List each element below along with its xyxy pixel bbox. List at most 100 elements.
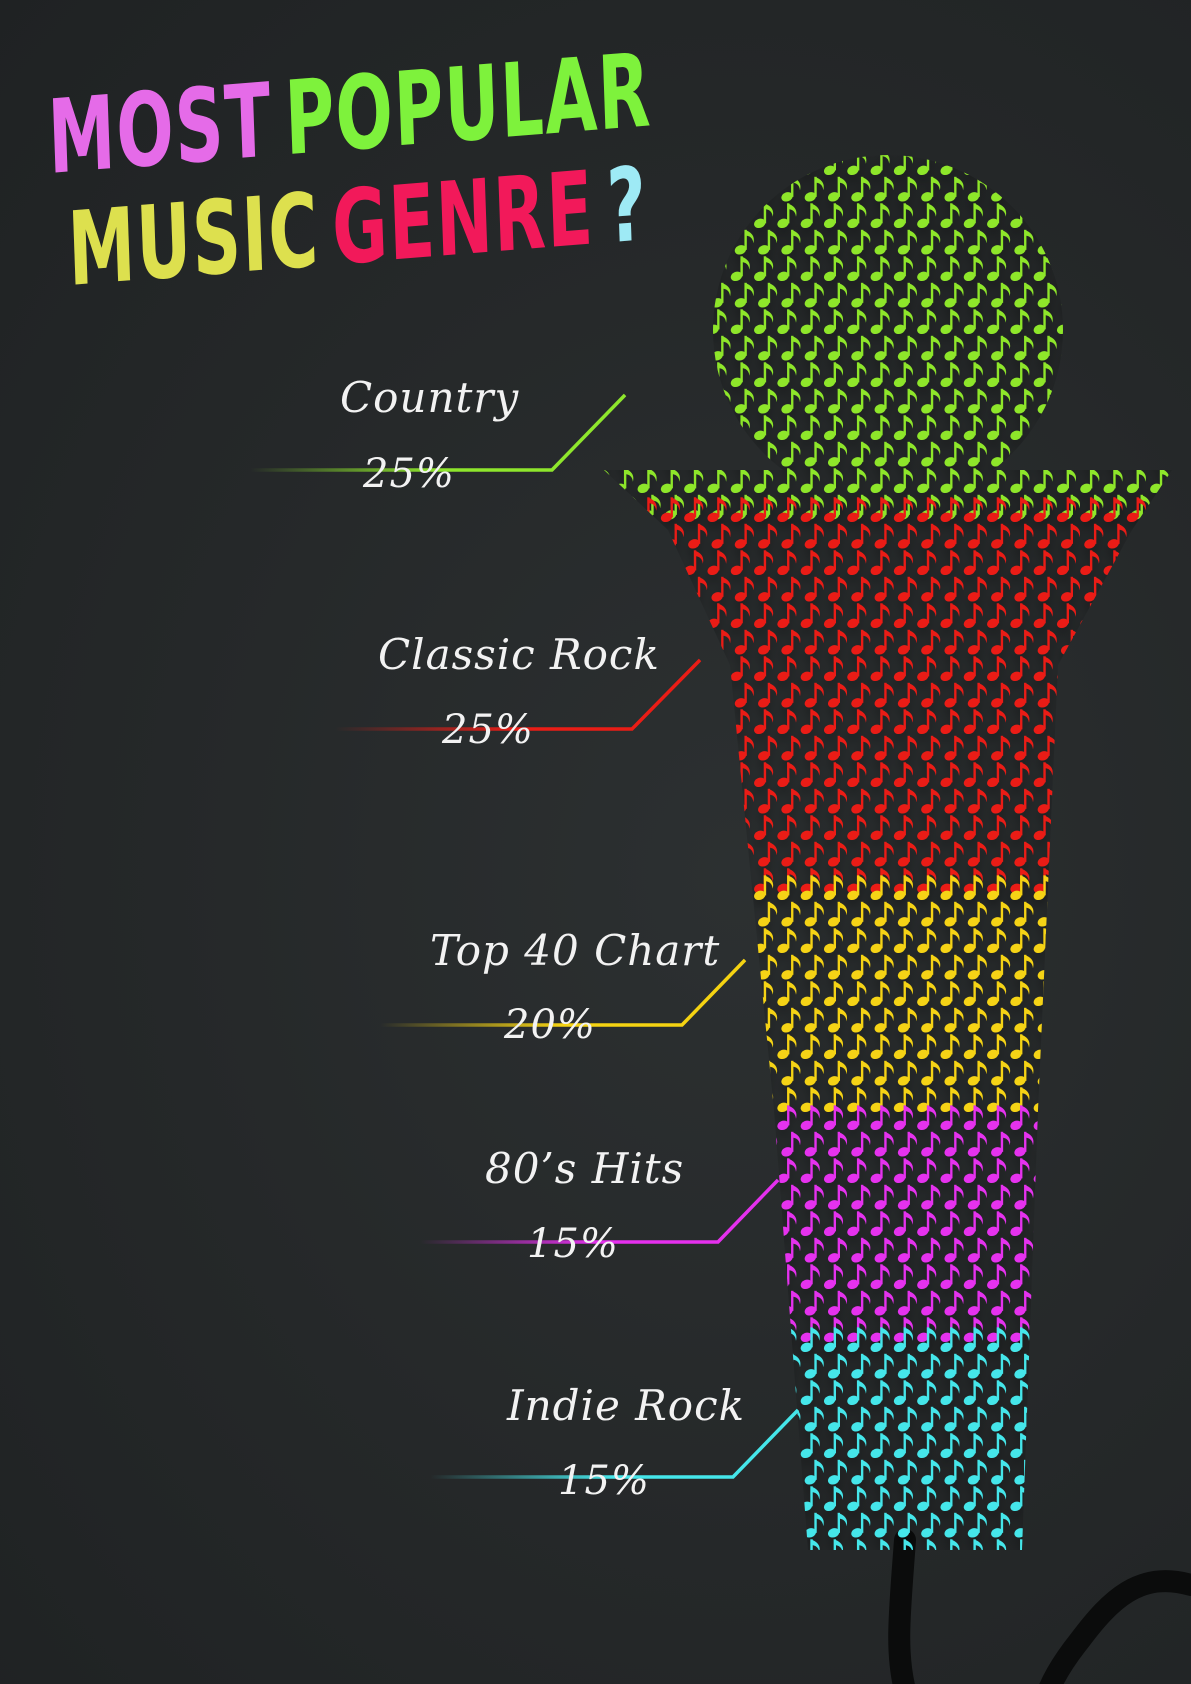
music-note-icon	[663, 576, 684, 604]
music-note-icon	[604, 282, 615, 310]
music-note-icon	[617, 1512, 638, 1540]
music-note-icon	[640, 441, 661, 469]
music-note-icon	[659, 868, 680, 895]
music-note-icon	[776, 603, 797, 630]
music-note-icon	[1102, 875, 1123, 902]
music-note-icon	[1153, 1290, 1172, 1318]
music-note-icon	[1060, 1353, 1081, 1381]
music-note-icon	[733, 335, 754, 363]
music-note-icon	[916, 762, 937, 789]
music-note-icon	[869, 203, 890, 230]
music-note-icon	[1125, 468, 1146, 495]
music-note-icon	[896, 229, 917, 257]
music-note-icon	[990, 788, 1011, 816]
music-note-icon	[1060, 388, 1081, 416]
music-note-icon	[1032, 981, 1053, 1008]
music-note-icon	[1013, 1512, 1034, 1540]
music-note-icon	[827, 1353, 848, 1381]
music-note-icon	[1172, 550, 1191, 576]
music-note-icon	[1083, 282, 1104, 310]
music-note-icon	[873, 1290, 894, 1318]
music-note-icon	[640, 388, 661, 416]
music-note-icon	[986, 1317, 1007, 1344]
music-note-icon	[659, 550, 680, 577]
music-note-icon	[733, 1007, 754, 1035]
music-note-icon	[613, 1105, 634, 1132]
music-note-icon	[753, 1105, 774, 1132]
music-note-icon	[706, 709, 727, 736]
music-note-icon	[1125, 550, 1146, 577]
music-note-icon	[873, 229, 894, 257]
leader-tick-80-s-hits	[717, 1179, 779, 1243]
music-note-icon	[986, 550, 1007, 577]
music-note-icon	[1153, 1184, 1172, 1212]
music-note-icon	[604, 155, 611, 177]
music-note-icon	[753, 415, 774, 442]
music-note-icon	[1083, 901, 1104, 929]
label-classic-rock: Classic Rock	[378, 630, 660, 679]
music-note-icon	[710, 788, 731, 816]
music-note-icon	[753, 309, 774, 336]
music-note-icon	[939, 709, 960, 736]
music-note-icon	[1149, 1158, 1170, 1185]
music-note-icon	[733, 629, 754, 657]
music-note-icon	[604, 335, 615, 363]
music-note-icon	[1149, 1264, 1170, 1291]
music-note-icon	[966, 788, 987, 816]
music-note-icon	[1079, 1264, 1100, 1291]
music-note-icon	[613, 1087, 634, 1114]
music-note-icon	[869, 1158, 890, 1185]
music-note-icon	[1149, 415, 1170, 442]
music-note-icon	[1102, 550, 1123, 577]
music-note-icon	[966, 441, 987, 469]
music-note-icon	[1013, 1353, 1034, 1381]
music-note-icon	[1060, 523, 1081, 551]
music-note-icon	[990, 1184, 1011, 1212]
music-note-icon	[613, 1433, 634, 1460]
music-note-icon	[920, 176, 941, 204]
music-note-icon	[1009, 362, 1030, 389]
music-note-icon	[827, 335, 848, 363]
music-note-icon	[617, 1290, 638, 1318]
music-note-icon	[896, 1406, 917, 1434]
music-note-icon	[1056, 709, 1077, 736]
music-note-icon	[776, 1264, 797, 1291]
music-note-icon	[1106, 229, 1127, 257]
music-note-icon	[1129, 1237, 1150, 1265]
music-note-icon	[1009, 256, 1030, 283]
music-note-icon	[939, 928, 960, 955]
music-note-icon	[1172, 815, 1191, 841]
music-note-icon	[990, 1459, 1011, 1487]
music-note-icon	[710, 735, 731, 763]
music-note-icon	[943, 954, 964, 982]
music-note-icon	[873, 335, 894, 363]
leader-tick-country	[551, 394, 626, 471]
music-note-icon	[1149, 868, 1170, 895]
music-note-icon	[823, 1539, 844, 1550]
music-note-icon	[986, 415, 1007, 442]
music-note-icon	[1176, 1460, 1191, 1486]
music-note-icon	[799, 256, 820, 283]
music-note-icon	[663, 1060, 684, 1088]
music-note-icon	[823, 1211, 844, 1238]
music-note-icon	[1032, 309, 1053, 336]
music-note-icon	[1083, 388, 1104, 416]
music-note-icon	[920, 901, 941, 929]
music-note-icon	[827, 1007, 848, 1035]
music-note-icon	[1079, 1105, 1100, 1132]
music-note-icon	[850, 629, 871, 657]
music-note-icon	[780, 229, 801, 257]
music-note-icon	[827, 441, 848, 469]
music-note-icon	[896, 735, 917, 763]
music-note-icon	[706, 1539, 727, 1550]
music-note-icon	[1102, 1539, 1123, 1550]
music-note-icon	[799, 1380, 820, 1407]
music-note-icon	[1013, 523, 1034, 551]
music-note-icon	[753, 1264, 774, 1291]
music-note-icon	[1106, 523, 1127, 551]
music-note-icon	[683, 1486, 704, 1513]
music-note-icon	[920, 576, 941, 604]
music-note-icon	[850, 1237, 871, 1265]
music-note-icon	[1153, 1353, 1172, 1381]
music-note-icon	[986, 1158, 1007, 1185]
